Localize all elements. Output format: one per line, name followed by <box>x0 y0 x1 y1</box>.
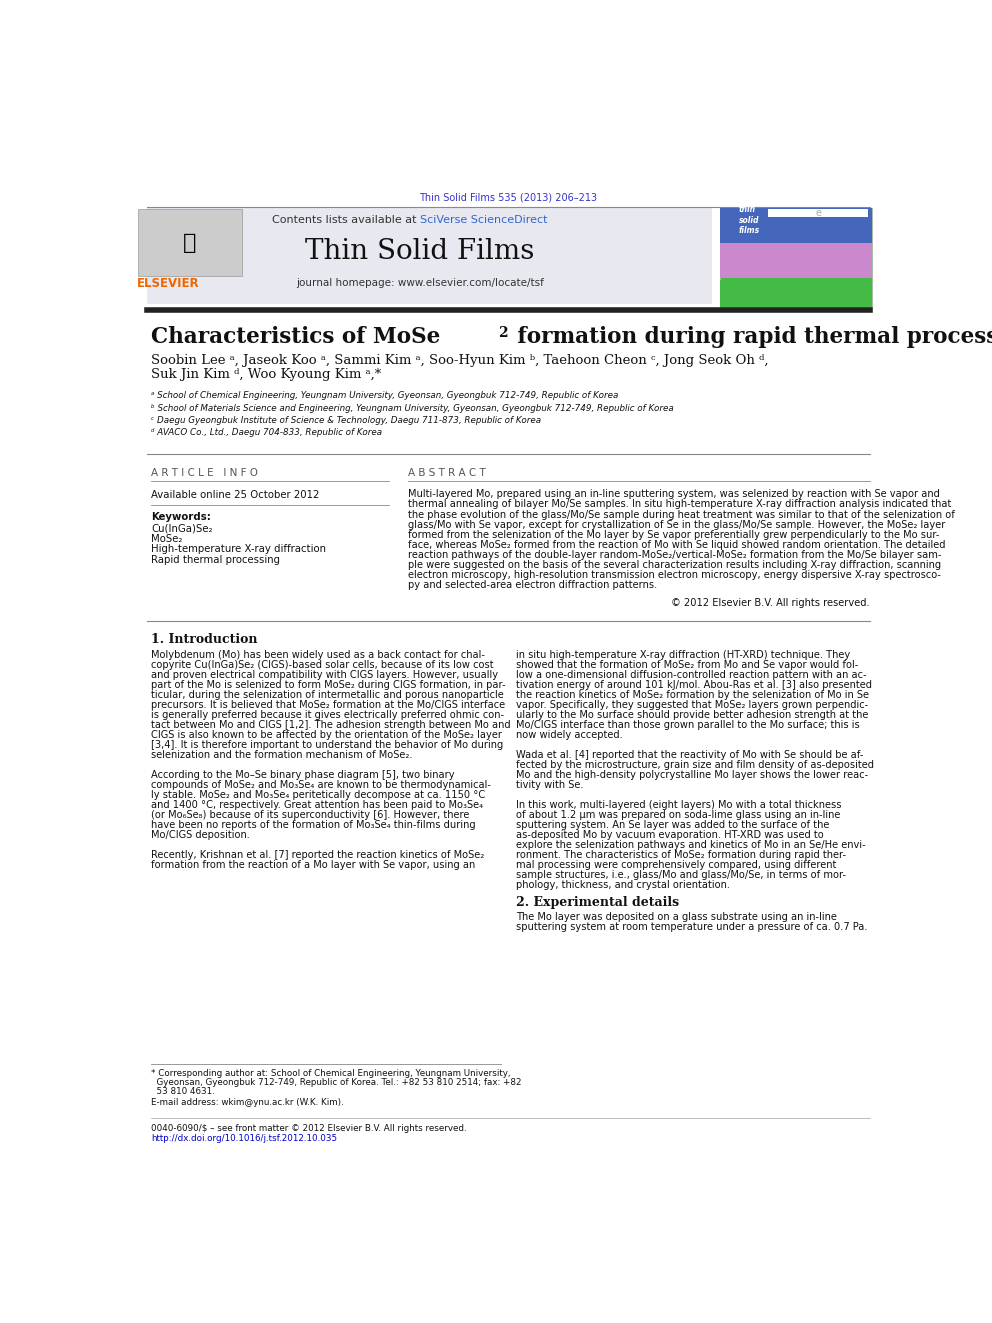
Text: in situ high-temperature X-ray diffraction (HT-XRD) technique. They: in situ high-temperature X-ray diffracti… <box>516 650 850 660</box>
Text: ple were suggested on the basis of the several characterization results includin: ple were suggested on the basis of the s… <box>409 560 941 569</box>
Text: [3,4]. It is therefore important to understand the behavior of Mo during: [3,4]. It is therefore important to unde… <box>151 740 503 750</box>
Text: Mo/CIGS deposition.: Mo/CIGS deposition. <box>151 830 250 840</box>
Text: ᵇ School of Materials Science and Engineering, Yeungnam University, Gyeonsan, Gy: ᵇ School of Materials Science and Engine… <box>151 404 674 413</box>
FancyBboxPatch shape <box>720 243 872 278</box>
Text: Keywords:: Keywords: <box>151 512 210 521</box>
Text: Mo and the high-density polycrystalline Mo layer shows the lower reac-: Mo and the high-density polycrystalline … <box>516 770 868 779</box>
Text: The Mo layer was deposited on a glass substrate using an in-line: The Mo layer was deposited on a glass su… <box>516 913 837 922</box>
Text: sputtering system at room temperature under a pressure of ca. 0.7 Pa.: sputtering system at room temperature un… <box>516 922 868 933</box>
Text: Multi-layered Mo, prepared using an in-line sputtering system, was selenized by : Multi-layered Mo, prepared using an in-l… <box>409 490 940 500</box>
Text: now widely accepted.: now widely accepted. <box>516 730 623 740</box>
Text: 0040-6090/$ – see front matter © 2012 Elsevier B.V. All rights reserved.: 0040-6090/$ – see front matter © 2012 El… <box>151 1123 466 1132</box>
Text: the reaction kinetics of MoSe₂ formation by the selenization of Mo in Se: the reaction kinetics of MoSe₂ formation… <box>516 689 869 700</box>
Text: ᵈ AVACO Co., Ltd., Daegu 704-833, Republic of Korea: ᵈ AVACO Co., Ltd., Daegu 704-833, Republ… <box>151 429 382 438</box>
Text: part of the Mo is selenized to form MoSe₂ during CIGS formation, in par-: part of the Mo is selenized to form MoSe… <box>151 680 506 689</box>
Text: thin
solid
films: thin solid films <box>739 205 760 235</box>
Text: Characteristics of MoSe: Characteristics of MoSe <box>151 327 440 348</box>
Text: py and selected-area electron diffraction patterns.: py and selected-area electron diffractio… <box>409 579 658 590</box>
Text: formed from the selenization of the Mo layer by Se vapor preferentially grew per: formed from the selenization of the Mo l… <box>409 529 940 540</box>
Text: According to the Mo–Se binary phase diagram [5], two binary: According to the Mo–Se binary phase diag… <box>151 770 454 779</box>
Text: explore the selenization pathways and kinetics of Mo in an Se/He envi-: explore the selenization pathways and ki… <box>516 840 866 849</box>
Text: © 2012 Elsevier B.V. All rights reserved.: © 2012 Elsevier B.V. All rights reserved… <box>672 598 870 609</box>
Text: and proven electrical compatibility with CIGS layers. However, usually: and proven electrical compatibility with… <box>151 669 498 680</box>
Text: CIGS is also known to be affected by the orientation of the MoSe₂ layer: CIGS is also known to be affected by the… <box>151 730 502 740</box>
Text: Wada et al. [4] reported that the reactivity of Mo with Se should be af-: Wada et al. [4] reported that the reacti… <box>516 750 864 759</box>
Text: tivation energy of around 101 kJ/mol. Abou-Ras et al. [3] also presented: tivation energy of around 101 kJ/mol. Ab… <box>516 680 872 689</box>
Text: High-temperature X-ray diffraction: High-temperature X-ray diffraction <box>151 544 326 554</box>
Text: mal processing were comprehensively compared, using different: mal processing were comprehensively comp… <box>516 860 836 869</box>
Text: ly stable. MoSe₂ and Mo₃Se₄ peritetically decompose at ca. 1150 °C: ly stable. MoSe₂ and Mo₃Se₄ periteticall… <box>151 790 485 800</box>
Text: is generally preferred because it gives electrically preferred ohmic con-: is generally preferred because it gives … <box>151 709 504 720</box>
Text: Rapid thermal processing: Rapid thermal processing <box>151 554 280 565</box>
Text: compounds of MoSe₂ and Mo₃Se₄ are known to be thermodynamical-: compounds of MoSe₂ and Mo₃Se₄ are known … <box>151 779 491 790</box>
Text: tivity with Se.: tivity with Se. <box>516 779 583 790</box>
Text: 2. Experimental details: 2. Experimental details <box>516 896 680 909</box>
Text: glass/Mo with Se vapor, except for crystallization of Se in the glass/Mo/Se samp: glass/Mo with Se vapor, except for cryst… <box>409 520 945 529</box>
Text: tact between Mo and CIGS [1,2]. The adhesion strength between Mo and: tact between Mo and CIGS [1,2]. The adhe… <box>151 720 511 730</box>
FancyBboxPatch shape <box>138 209 242 275</box>
Text: ᶜ Daegu Gyeongbuk Institute of Science & Technology, Daegu 711-873, Republic of : ᶜ Daegu Gyeongbuk Institute of Science &… <box>151 415 541 425</box>
Text: 2: 2 <box>498 327 508 340</box>
Text: as-deposited Mo by vacuum evaporation. HT-XRD was used to: as-deposited Mo by vacuum evaporation. H… <box>516 830 823 840</box>
Text: thermal annealing of bilayer Mo/Se samples. In situ high-temperature X-ray diffr: thermal annealing of bilayer Mo/Se sampl… <box>409 500 952 509</box>
Text: journal homepage: www.elsevier.com/locate/tsf: journal homepage: www.elsevier.com/locat… <box>296 278 544 287</box>
Text: Soobin Lee ᵃ, Jaseok Koo ᵃ, Sammi Kim ᵃ, Soo-Hyun Kim ᵇ, Taehoon Cheon ᶜ, Jong S: Soobin Lee ᵃ, Jaseok Koo ᵃ, Sammi Kim ᵃ,… <box>151 355 769 366</box>
Text: Recently, Krishnan et al. [7] reported the reaction kinetics of MoSe₂: Recently, Krishnan et al. [7] reported t… <box>151 849 484 860</box>
Text: formation during rapid thermal processing of Mo-coated glass: formation during rapid thermal processin… <box>510 327 992 348</box>
Text: of about 1.2 μm was prepared on soda-lime glass using an in-line: of about 1.2 μm was prepared on soda-lim… <box>516 810 840 820</box>
Text: * Corresponding author at: School of Chemical Engineering, Yeungnam University,: * Corresponding author at: School of Che… <box>151 1069 511 1078</box>
Text: In this work, multi-layered (eight layers) Mo with a total thickness: In this work, multi-layered (eight layer… <box>516 800 841 810</box>
Text: Mo/CIGS interface than those grown parallel to the Mo surface; this is: Mo/CIGS interface than those grown paral… <box>516 720 860 730</box>
Text: Cu(InGa)Se₂: Cu(InGa)Se₂ <box>151 524 212 533</box>
Text: formation from the reaction of a Mo layer with Se vapor, using an: formation from the reaction of a Mo laye… <box>151 860 475 869</box>
Text: sputtering system. An Se layer was added to the surface of the: sputtering system. An Se layer was added… <box>516 820 829 830</box>
Text: the phase evolution of the glass/Mo/Se sample during heat treatment was similar : the phase evolution of the glass/Mo/Se s… <box>409 509 955 520</box>
Text: Contents lists available at: Contents lists available at <box>272 214 420 225</box>
Text: Thin Solid Films 535 (2013) 206–213: Thin Solid Films 535 (2013) 206–213 <box>420 192 597 202</box>
Text: E-mail address: wkim@ynu.ac.kr (W.K. Kim).: E-mail address: wkim@ynu.ac.kr (W.K. Kim… <box>151 1098 343 1107</box>
Text: precursors. It is believed that MoSe₂ formation at the Mo/CIGS interface: precursors. It is believed that MoSe₂ fo… <box>151 700 505 709</box>
Text: and 1400 °C, respectively. Great attention has been paid to Mo₃Se₄: and 1400 °C, respectively. Great attenti… <box>151 800 483 810</box>
Text: ᵃ School of Chemical Engineering, Yeungnam University, Gyeonsan, Gyeongbuk 712-7: ᵃ School of Chemical Engineering, Yeungn… <box>151 392 618 401</box>
Text: ronment. The characteristics of MoSe₂ formation during rapid ther-: ronment. The characteristics of MoSe₂ fo… <box>516 849 846 860</box>
Text: e: e <box>815 208 821 218</box>
Text: Available online 25 October 2012: Available online 25 October 2012 <box>151 491 319 500</box>
Text: A B S T R A C T: A B S T R A C T <box>409 468 486 478</box>
FancyBboxPatch shape <box>720 208 872 307</box>
Text: ticular, during the selenization of intermetallic and porous nanoparticle: ticular, during the selenization of inte… <box>151 689 504 700</box>
Text: copyrite Cu(InGa)Se₂ (CIGS)-based solar cells, because of its low cost: copyrite Cu(InGa)Se₂ (CIGS)-based solar … <box>151 660 494 669</box>
FancyBboxPatch shape <box>720 208 872 243</box>
Text: 1. Introduction: 1. Introduction <box>151 632 257 646</box>
Text: sample structures, i.e., glass/Mo and glass/Mo/Se, in terms of mor-: sample structures, i.e., glass/Mo and gl… <box>516 869 846 880</box>
Text: face, whereas MoSe₂ formed from the reaction of Mo with Se liquid showed random : face, whereas MoSe₂ formed from the reac… <box>409 540 946 549</box>
Text: 53 810 4631.: 53 810 4631. <box>151 1088 214 1097</box>
Text: electron microscopy, high-resolution transmission electron microscopy, energy di: electron microscopy, high-resolution tra… <box>409 570 941 579</box>
Text: phology, thickness, and crystal orientation.: phology, thickness, and crystal orientat… <box>516 880 730 890</box>
Text: ELSEVIER: ELSEVIER <box>137 277 199 290</box>
Text: http://dx.doi.org/10.1016/j.tsf.2012.10.035: http://dx.doi.org/10.1016/j.tsf.2012.10.… <box>151 1134 337 1143</box>
Text: MoSe₂: MoSe₂ <box>151 533 183 544</box>
Text: Suk Jin Kim ᵈ, Woo Kyoung Kim ᵃ,*: Suk Jin Kim ᵈ, Woo Kyoung Kim ᵃ,* <box>151 368 381 381</box>
Text: (or Mo₆Se₈) because of its superconductivity [6]. However, there: (or Mo₆Se₈) because of its superconducti… <box>151 810 469 820</box>
Text: fected by the microstructure, grain size and film density of as-deposited: fected by the microstructure, grain size… <box>516 759 874 770</box>
Text: Gyeonsan, Gyeongbuk 712-749, Republic of Korea. Tel.: +82 53 810 2514; fax: +82: Gyeonsan, Gyeongbuk 712-749, Republic of… <box>151 1078 522 1088</box>
Text: 🌳: 🌳 <box>183 233 196 253</box>
Text: low a one-dimensional diffusion-controlled reaction pattern with an ac-: low a one-dimensional diffusion-controll… <box>516 669 867 680</box>
FancyBboxPatch shape <box>720 279 872 307</box>
Text: reaction pathways of the double-layer random-MoSe₂/vertical-MoSe₂ formation from: reaction pathways of the double-layer ra… <box>409 549 942 560</box>
Text: vapor. Specifically, they suggested that MoSe₂ layers grown perpendic-: vapor. Specifically, they suggested that… <box>516 700 868 709</box>
Text: SciVerse ScienceDirect: SciVerse ScienceDirect <box>420 214 548 225</box>
Text: have been no reports of the formation of Mo₃Se₄ thin-films during: have been no reports of the formation of… <box>151 820 475 830</box>
Text: ularly to the Mo surface should provide better adhesion strength at the: ularly to the Mo surface should provide … <box>516 709 868 720</box>
Text: A R T I C L E   I N F O: A R T I C L E I N F O <box>151 468 258 478</box>
Text: showed that the formation of MoSe₂ from Mo and Se vapor would fol-: showed that the formation of MoSe₂ from … <box>516 660 858 669</box>
Text: selenization and the formation mechanism of MoSe₂.: selenization and the formation mechanism… <box>151 750 413 759</box>
Text: Thin Solid Films: Thin Solid Films <box>306 238 535 266</box>
FancyBboxPatch shape <box>768 209 868 217</box>
FancyBboxPatch shape <box>147 208 712 303</box>
Text: Molybdenum (Mo) has been widely used as a back contact for chal-: Molybdenum (Mo) has been widely used as … <box>151 650 485 660</box>
